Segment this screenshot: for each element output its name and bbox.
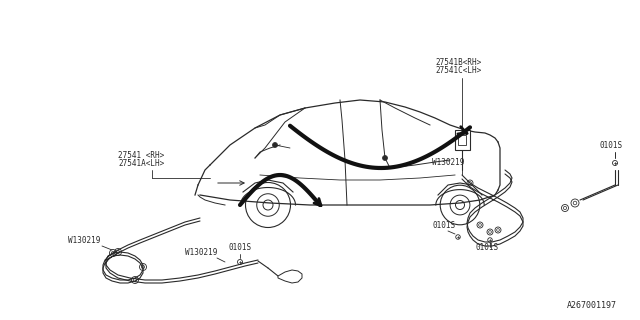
Circle shape (383, 156, 387, 161)
Polygon shape (278, 270, 302, 283)
Text: 0101S: 0101S (475, 243, 498, 252)
Text: 27541C<LH>: 27541C<LH> (435, 66, 481, 75)
Text: W130219: W130219 (68, 236, 100, 245)
Circle shape (273, 142, 278, 148)
Text: W130219: W130219 (432, 158, 465, 167)
Text: 27541B<RH>: 27541B<RH> (435, 58, 481, 67)
Text: 0101S: 0101S (228, 243, 251, 252)
Text: A267001197: A267001197 (567, 301, 617, 310)
Text: 27541 <RH>: 27541 <RH> (118, 151, 164, 160)
Text: W130219: W130219 (185, 248, 218, 257)
Text: 0101S: 0101S (600, 141, 623, 150)
Text: 0101S: 0101S (432, 221, 455, 230)
Bar (458, 135, 466, 145)
Text: 27541A<LH>: 27541A<LH> (118, 159, 164, 168)
Bar (454, 130, 470, 150)
